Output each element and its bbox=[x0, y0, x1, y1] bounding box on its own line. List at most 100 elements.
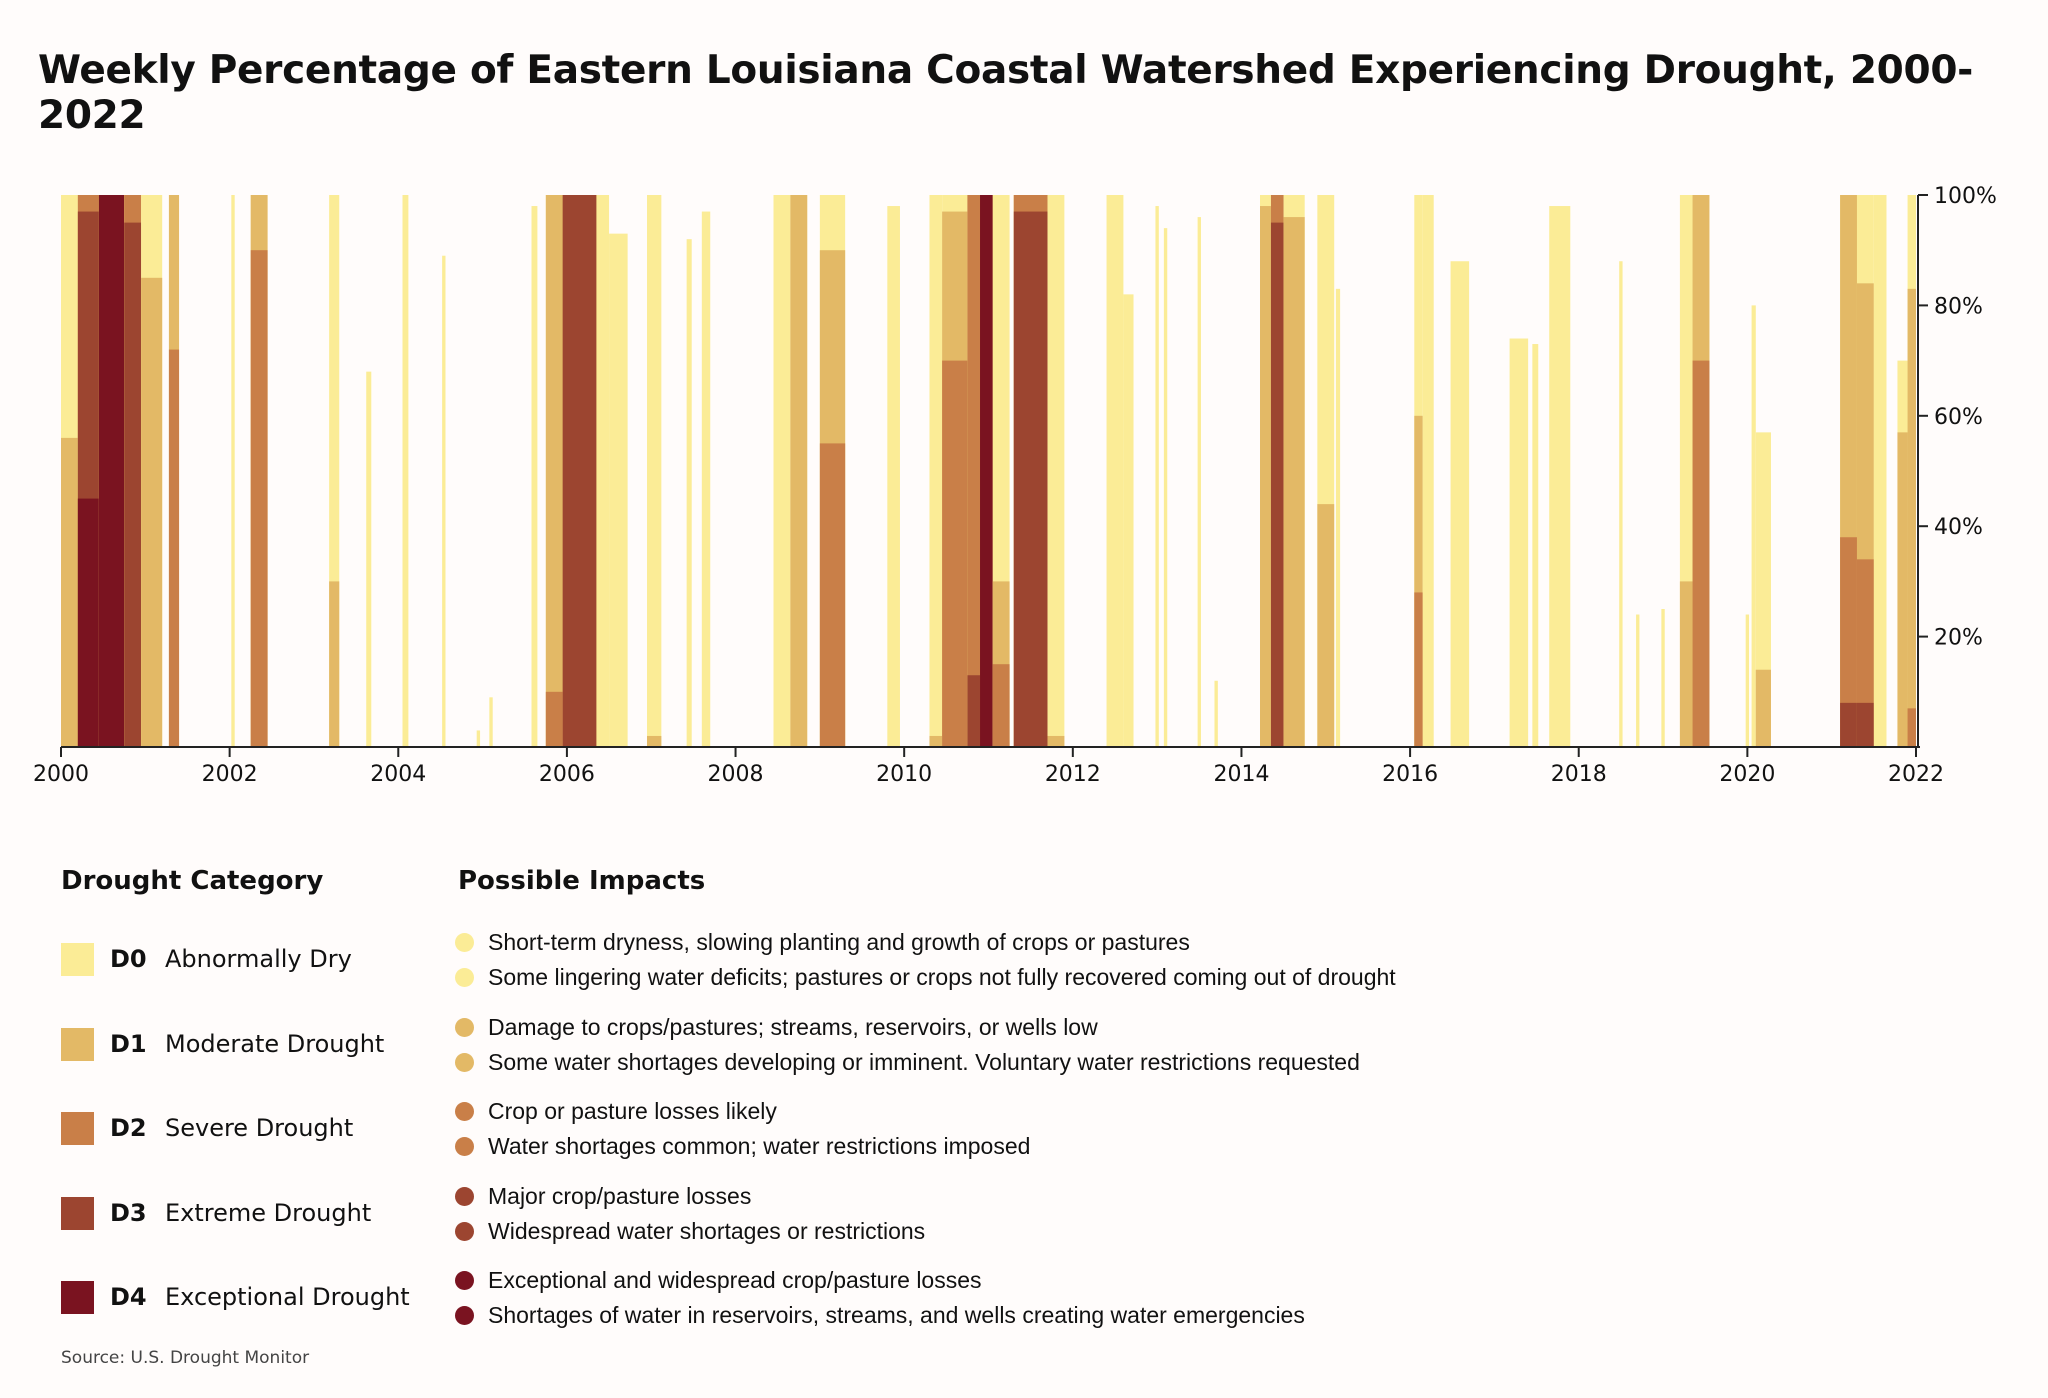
y-tick-label: 60% bbox=[1934, 405, 1983, 430]
impact-item: Exceptional and widespread crop/pasture … bbox=[455, 1267, 982, 1294]
bar-d0-episode-18 bbox=[609, 233, 628, 747]
bar-d1-episode-39 bbox=[1260, 206, 1271, 748]
x-tick-label: 2008 bbox=[708, 762, 764, 787]
bar-d1-episode-32 bbox=[1047, 735, 1065, 747]
y-tick-label: 80% bbox=[1934, 294, 1983, 319]
bar-d3-episode-16 bbox=[562, 195, 597, 747]
bar-d3-episode-31 bbox=[1013, 211, 1048, 747]
impact-text: Some water shortages developing or immin… bbox=[488, 1049, 1360, 1075]
impact-dot-icon bbox=[455, 1222, 474, 1241]
x-tick-label: 2014 bbox=[1213, 762, 1269, 787]
bar-d0-episode-9 bbox=[366, 371, 372, 747]
bar-d2-episode-28 bbox=[967, 195, 981, 747]
x-tick-label: 2022 bbox=[1888, 762, 1944, 787]
bar-d1-episode-19 bbox=[647, 735, 662, 747]
bar-d0-episode-14 bbox=[531, 206, 538, 748]
bar-d4-episode-1 bbox=[77, 498, 99, 747]
bar-d1-episode-62 bbox=[1907, 288, 1916, 747]
bar-d0-episode-48 bbox=[1532, 344, 1539, 747]
bar-d0-episode-11 bbox=[442, 255, 446, 747]
x-tick-label: 2020 bbox=[1719, 762, 1775, 787]
bar-d1-episode-0 bbox=[61, 437, 78, 747]
x-tick-label: 2006 bbox=[539, 762, 595, 787]
category-code: D4 bbox=[110, 1283, 147, 1311]
bar-d1-episode-15 bbox=[545, 195, 563, 747]
bar-d3-episode-3 bbox=[124, 222, 142, 748]
bar-d0-episode-49 bbox=[1549, 206, 1571, 748]
bar-d0-episode-36 bbox=[1163, 228, 1168, 747]
legend-swatch bbox=[61, 1280, 94, 1314]
x-tick-label: 2002 bbox=[202, 762, 258, 787]
legend-item-d1: D1 Moderate Drought bbox=[61, 1027, 384, 1061]
bar-d1-episode-4 bbox=[141, 277, 163, 747]
category-label: Severe Drought bbox=[165, 1114, 354, 1142]
bar-d0-episode-20 bbox=[686, 239, 692, 747]
legend-impacts-heading: Possible Impacts bbox=[458, 866, 706, 896]
bar-d0-episode-32 bbox=[1047, 195, 1065, 747]
legend-item-d2: D2 Severe Drought bbox=[61, 1111, 353, 1145]
x-tick-label: 2004 bbox=[370, 762, 426, 787]
bar-d0-episode-56 bbox=[1751, 305, 1756, 747]
x-tick-label: 2016 bbox=[1382, 762, 1438, 787]
y-tick-label: 100% bbox=[1934, 184, 1997, 209]
legend-item-d0: D0 Abnormally Dry bbox=[61, 942, 352, 976]
bar-d1-episode-53 bbox=[1679, 581, 1693, 747]
chart-title: Weekly Percentage of Eastern Louisiana C… bbox=[38, 48, 1974, 138]
impact-item: Water shortages common; water restrictio… bbox=[455, 1133, 1030, 1160]
bar-d1-episode-57 bbox=[1755, 669, 1771, 747]
legend-swatch bbox=[61, 1027, 94, 1061]
bar-d0-episode-26 bbox=[929, 195, 943, 747]
impact-dot-icon bbox=[455, 1271, 474, 1290]
bar-d0-episode-38 bbox=[1214, 680, 1218, 747]
category-code: D3 bbox=[110, 1199, 147, 1227]
bar-d1-episode-61 bbox=[1897, 432, 1908, 747]
category-label: Extreme Drought bbox=[165, 1199, 372, 1227]
impact-text: Widespread water shortages or restrictio… bbox=[488, 1218, 926, 1244]
bar-d2-episode-15 bbox=[545, 691, 563, 747]
impact-text: Major crop/pasture losses bbox=[488, 1183, 752, 1209]
impact-item: Damage to crops/pastures; streams, reser… bbox=[455, 1014, 1098, 1041]
impact-item: Some water shortages developing or immin… bbox=[455, 1049, 1360, 1076]
bar-d0-episode-21 bbox=[701, 211, 711, 747]
impact-text: Damage to crops/pastures; streams, reser… bbox=[488, 1014, 1098, 1040]
bar-d4-episode-29 bbox=[980, 195, 993, 747]
bar-d3-episode-28 bbox=[967, 675, 981, 747]
bar-d0-episode-8 bbox=[329, 195, 340, 747]
bar-d1-episode-8 bbox=[329, 581, 340, 747]
bar-d0-episode-13 bbox=[489, 697, 493, 747]
bar-d3-episode-59 bbox=[1856, 702, 1874, 747]
impact-item: Widespread water shortages or restrictio… bbox=[455, 1218, 925, 1245]
bar-d0-episode-6 bbox=[231, 195, 235, 747]
impact-dot-icon bbox=[455, 1053, 474, 1072]
bar-d0-episode-22 bbox=[773, 195, 791, 747]
impact-dot-icon bbox=[455, 933, 474, 952]
bar-d0-episode-47 bbox=[1509, 338, 1529, 747]
bar-d0-episode-57 bbox=[1755, 432, 1771, 747]
legend-item-d4: D4 Exceptional Drought bbox=[61, 1280, 410, 1314]
bar-d0-episode-60 bbox=[1873, 195, 1887, 747]
bar-d0-episode-51 bbox=[1636, 614, 1640, 747]
bar-d0-episode-50 bbox=[1619, 261, 1623, 747]
impact-item: Major crop/pasture losses bbox=[455, 1183, 751, 1210]
category-label: Exceptional Drought bbox=[165, 1283, 410, 1311]
bar-d2-episode-24 bbox=[819, 443, 846, 747]
bar-d2-episode-27 bbox=[942, 360, 968, 747]
impact-item: Shortages of water in reservoirs, stream… bbox=[455, 1302, 1305, 1329]
impact-text: Water shortages common; water restrictio… bbox=[488, 1133, 1031, 1159]
x-tick-label: 2010 bbox=[876, 762, 932, 787]
impact-text: Short-term dryness, slowing planting and… bbox=[488, 929, 1190, 955]
bar-d2-episode-62 bbox=[1907, 708, 1916, 747]
category-code: D0 bbox=[110, 945, 147, 973]
bar-d0-episode-34 bbox=[1123, 294, 1134, 747]
bar-d1-episode-44 bbox=[1414, 415, 1423, 747]
bar-d2-episode-44 bbox=[1414, 592, 1423, 747]
bar-d0-episode-52 bbox=[1661, 609, 1665, 747]
legend-swatch bbox=[61, 1196, 94, 1230]
bar-d0-episode-43 bbox=[1335, 288, 1341, 747]
bar-d1-episode-42 bbox=[1317, 504, 1335, 747]
bar-d4-episode-2 bbox=[98, 195, 125, 747]
category-code: D1 bbox=[110, 1030, 147, 1058]
bar-d0-episode-17 bbox=[596, 195, 610, 747]
impact-item: Some lingering water deficits; pastures … bbox=[455, 964, 1396, 991]
impact-text: Crop or pasture losses likely bbox=[488, 1098, 777, 1124]
